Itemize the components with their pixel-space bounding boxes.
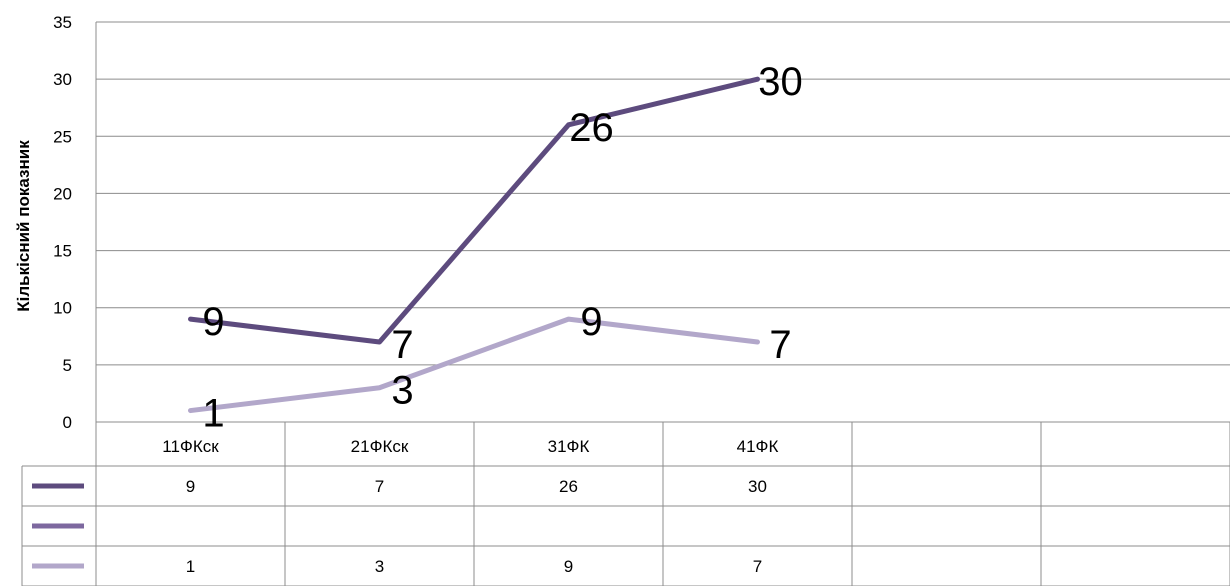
table-cell-value: 9 [564,557,573,576]
table-cell-value: 9 [186,477,195,496]
series-lines [188,76,760,414]
table-cell-value: 7 [753,557,762,576]
data-label: 9 [580,300,602,344]
y-tick-label: 15 [53,242,72,261]
y-tick-labels: 0 5 10 15 20 25 30 35 [53,13,72,432]
data-label: 7 [391,323,413,367]
table-cell-value: 30 [748,477,767,496]
table-cell-value: 26 [559,477,578,496]
x-category-label: 31ФК [548,437,590,456]
y-axis-label: Кількісний показник [14,140,33,312]
table-cell-value: 3 [375,557,384,576]
x-category-label: 21ФКск [351,437,409,456]
y-tick-label: 25 [53,127,72,146]
data-labels: 9 7 26 30 1 3 9 7 [202,60,802,435]
y-tick-label: 20 [53,184,72,203]
table-cell-value: 1 [186,557,195,576]
x-category-label: 11ФКск [162,437,219,456]
x-category-label: 41ФК [737,437,779,456]
data-label: 26 [569,106,614,150]
series-line [188,76,760,345]
data-label: 1 [202,392,224,436]
y-tick-label: 10 [53,299,72,318]
data-table: 11ФКск 21ФКск 31ФК 41ФК 9 7 26 30 1 3 9 7 [21,422,1230,586]
y-tick-label: 5 [63,356,72,375]
grid-lines [95,21,1230,423]
series-line [188,316,760,414]
table-cell-value: 7 [375,477,384,496]
y-tick-label: 35 [53,13,72,32]
data-label: 30 [758,60,803,104]
data-label: 9 [202,300,224,344]
data-label: 7 [769,323,791,367]
y-tick-label: 0 [63,413,72,432]
data-label: 3 [391,369,413,413]
y-tick-label: 30 [53,70,72,89]
